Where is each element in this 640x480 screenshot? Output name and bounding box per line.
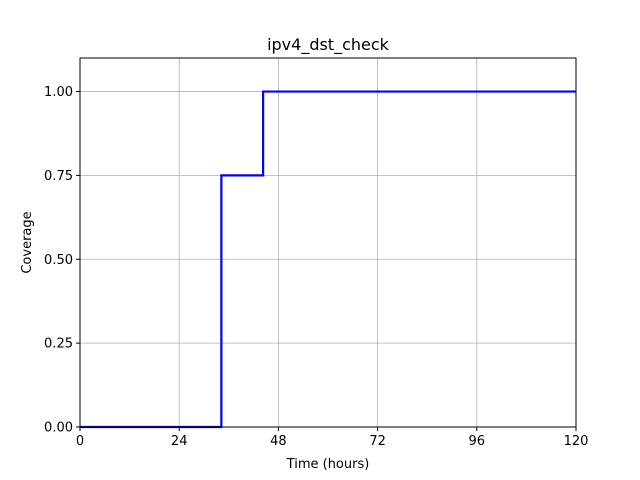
y-axis-ticks: 0.00 0.25 0.50 0.75 1.00 [44, 85, 80, 436]
y-tick-label: 1.00 [44, 85, 73, 100]
y-tick-label: 0.25 [44, 337, 73, 352]
x-tick-label: 24 [171, 434, 188, 449]
y-axis-label: Coverage [20, 211, 35, 273]
plot-frame [79, 57, 577, 428]
y-tick-label: 0.75 [44, 169, 73, 184]
x-tick-label: 0 [76, 434, 84, 449]
x-tick-label: 48 [270, 434, 287, 449]
x-axis-ticks: 0 24 48 72 96 120 [76, 427, 589, 449]
x-tick-label: 96 [469, 434, 486, 449]
chart-title: ipv4_dst_check [267, 35, 390, 55]
x-tick-label: 72 [369, 434, 386, 449]
x-tick-label: 120 [564, 434, 589, 449]
x-axis-label: Time (hours) [286, 457, 370, 472]
y-tick-label: 0.50 [44, 253, 73, 268]
y-tick-label: 0.00 [44, 421, 73, 436]
